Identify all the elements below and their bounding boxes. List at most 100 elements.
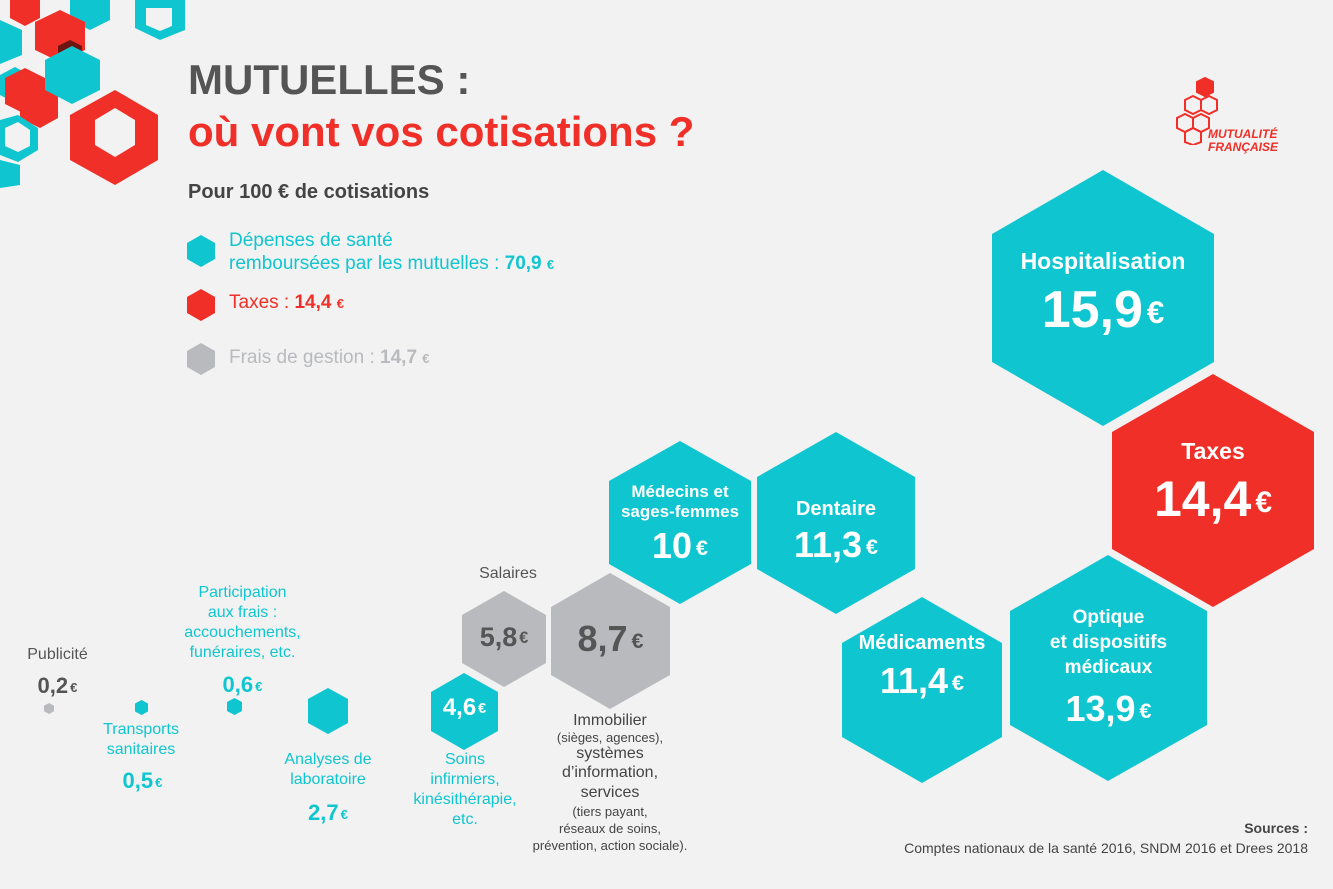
transports-label2: sanitaires <box>106 741 176 758</box>
optique-label: Optique et dispositifs médicaux <box>1010 605 1207 680</box>
title-line1: MUTUELLES : <box>188 56 471 103</box>
soins-value: 4,6 <box>442 694 477 721</box>
analyses-hex <box>308 688 348 734</box>
participation-label1: Participation <box>198 584 287 601</box>
hospitalisation-value: 15,9 <box>1041 281 1143 339</box>
soins-label2: infirmiers, <box>430 771 500 788</box>
dentaire-value-wrap: 11,3 € <box>757 524 915 566</box>
medecins-label1: Médecins et <box>631 482 729 501</box>
sources: Sources : Comptes nationaux de la santé … <box>904 818 1308 858</box>
legend-health-line1: Dépenses de santé <box>229 230 393 251</box>
optique-value: 13,9 <box>1065 688 1136 729</box>
mutualite-logo: MUTUALITÉ FRANÇAISE <box>1175 75 1305 160</box>
participation-label4: funéraires, etc. <box>189 644 296 661</box>
hospitalisation-currency: € <box>1146 295 1165 331</box>
logo-line2: FRANÇAISE <box>1208 140 1279 154</box>
transports-label: Transports sanitaires <box>80 720 202 760</box>
optique-label3: médicaux <box>1064 657 1153 678</box>
dentaire-value: 11,3 <box>793 524 863 565</box>
taxes-hex <box>1112 374 1314 607</box>
medecins-label2: sages-femmes <box>620 502 740 521</box>
sources-title: Sources : <box>1244 820 1308 836</box>
taxes-value-wrap: 14,4 € <box>1112 470 1314 528</box>
decorative-hex-cluster <box>0 0 200 190</box>
analyses-value: 2,7 <box>308 800 339 825</box>
medecins-label: Médecins et sages-femmes <box>609 482 751 522</box>
subtitle: Pour 100 € de cotisations <box>188 181 430 203</box>
immobilier-label1: Immobilier <box>573 712 647 729</box>
participation-label3: accouchements, <box>184 624 301 641</box>
analyses-label1: Analyses de <box>284 751 372 768</box>
participation-hex <box>227 698 242 715</box>
soins-hex <box>431 673 498 750</box>
immobilier-hex <box>551 573 670 709</box>
publicite-label: Publicité <box>27 646 88 663</box>
logo-line1: MUTUALITÉ <box>1208 127 1278 141</box>
immobilier-currency: € <box>631 628 644 654</box>
optique-hex <box>1010 555 1207 781</box>
soins-label4: etc. <box>452 811 478 828</box>
immobilier-value-wrap: 8,7 € <box>551 618 670 660</box>
legend-mgmt-label: Frais de gestion : <box>229 347 381 368</box>
analyses-label: Analyses de laboratoire <box>268 750 388 790</box>
salaires-hex <box>462 591 546 687</box>
soins-currency: € <box>478 700 487 717</box>
optique-label1: Optique <box>1072 607 1145 628</box>
hospitalisation-value-wrap: 15,9 € <box>992 280 1214 340</box>
analyses-label2: laboratoire <box>290 771 366 788</box>
taxes-currency: € <box>1255 485 1272 519</box>
salaires-value-wrap: 5,8 € <box>462 622 546 653</box>
legend-taxes-currency: € <box>336 296 344 311</box>
transports-value-wrap: 0,5 € <box>100 768 185 794</box>
legend-mgmt: Frais de gestion : 14,7 € <box>229 347 430 369</box>
medicaments-value: 11,4 <box>879 660 949 701</box>
legend-taxes-label: Taxes : <box>229 292 295 313</box>
immobilier-label4: d’information, <box>561 764 659 781</box>
taxes-value: 14,4 <box>1153 471 1252 527</box>
analyses-currency: € <box>340 806 348 822</box>
legend-taxes-value: 14,4 <box>294 292 332 313</box>
taxes-label: Taxes <box>1181 438 1245 464</box>
immobilier-label7: réseaux de soins, <box>559 821 661 836</box>
salaires-label: Salaires <box>479 565 537 582</box>
medecins-value: 10 <box>651 525 693 566</box>
publicite-currency: € <box>70 679 78 695</box>
salaires-currency: € <box>519 629 529 648</box>
hospitalisation-label: Hospitalisation <box>1020 248 1186 274</box>
immobilier-value: 8,7 <box>577 618 628 659</box>
participation-value-wrap: 0,6 € <box>200 672 285 698</box>
soins-label3: kinésithérapie, <box>413 791 517 808</box>
dentaire-label: Dentaire <box>795 498 877 520</box>
publicite-value-wrap: 0,2 € <box>15 673 100 699</box>
medecins-hex <box>609 441 751 604</box>
soins-label1: Soins <box>444 751 486 768</box>
legend-health-line2: remboursées par les mutuelles : <box>229 253 505 274</box>
medicaments-hex <box>842 597 1002 783</box>
sources-text: Comptes nationaux de la santé 2016, SNDM… <box>904 840 1308 856</box>
transports-currency: € <box>155 774 163 790</box>
immobilier-label3: systèmes <box>576 745 644 762</box>
soins-label: Soins infirmiers, kinésithérapie, etc. <box>395 750 535 830</box>
immobilier-label2: (sièges, agences), <box>556 730 664 745</box>
medicaments-currency: € <box>952 670 965 696</box>
participation-label: Participation aux frais : accouchements,… <box>165 583 320 663</box>
optique-label2: et dispositifs <box>1049 632 1168 653</box>
transports-label1: Transports <box>103 721 179 738</box>
dentaire-currency: € <box>866 534 879 560</box>
publicite-hex <box>44 703 54 714</box>
publicite-value: 0,2 <box>37 673 69 698</box>
medecins-currency: € <box>696 535 709 561</box>
medicaments-label: Médicaments <box>858 632 986 654</box>
immobilier-label6: (tiers payant, <box>572 804 648 819</box>
legend-taxes-hex-icon <box>187 289 215 321</box>
analyses-value-wrap: 2,7 € <box>268 800 388 826</box>
legend-health-hex-icon <box>187 235 215 267</box>
participation-label2: aux frais : <box>207 604 278 621</box>
soins-value-wrap: 4,6 € <box>431 694 498 722</box>
immobilier-label8: prévention, action sociale). <box>532 838 688 853</box>
legend-mgmt-value: 14,7 <box>380 347 418 368</box>
salaires-value: 5,8 <box>479 622 518 652</box>
immobilier-label5: services <box>580 784 640 801</box>
legend-taxes: Taxes : 14,4 € <box>229 292 344 314</box>
immobilier-label: Immobilier (sièges, agences), systèmes d… <box>510 712 710 854</box>
